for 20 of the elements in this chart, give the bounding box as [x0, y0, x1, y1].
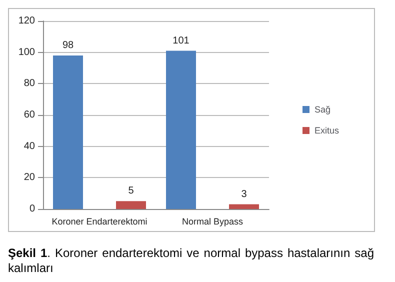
data-label: 101 — [172, 35, 190, 46]
y-tick-label: 60 — [24, 110, 36, 120]
data-label: 5 — [128, 186, 134, 197]
text: Şekil 1. Koroner endarterektomi ve normal bypass hastalarının sağ kalımları — [8, 246, 374, 276]
legend-label: Sağ — [314, 104, 331, 114]
legend-label: Exitus — [314, 126, 340, 136]
bar — [166, 50, 196, 209]
bar — [53, 55, 83, 209]
x-tick-label: Normal Bypass — [182, 216, 244, 226]
y-tick-label: 120 — [18, 16, 36, 26]
y-tick-label: 20 — [24, 172, 36, 184]
y-tick-label: 40 — [24, 140, 36, 152]
y-tick-label: 0 — [29, 204, 36, 214]
x-tick-label: Koroner Endarterektomi — [52, 216, 148, 226]
y-tick-label: 100 — [18, 46, 36, 58]
data-label: 3 — [241, 188, 248, 200]
bar — [229, 204, 259, 209]
data-label: 98 — [62, 40, 74, 51]
bar — [116, 201, 146, 209]
y-tick-label: 80 — [24, 78, 36, 90]
